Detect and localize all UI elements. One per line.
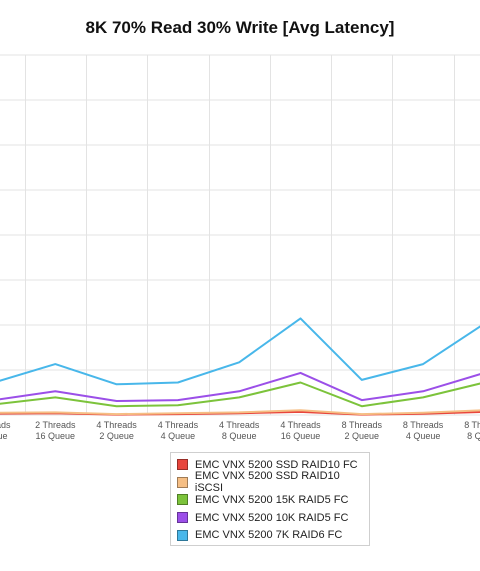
series-line	[0, 371, 480, 402]
legend-swatch	[177, 512, 188, 524]
x-tick-label-queue: 8 Queue	[222, 431, 257, 441]
x-tick-label-threads: 4 Threads	[158, 420, 199, 430]
x-tick-label-queue: 16 Queue	[36, 431, 76, 441]
x-tick-label-threads: Threads	[0, 420, 11, 430]
x-tick-label-threads: 2 Threads	[35, 420, 76, 430]
legend-swatch	[177, 494, 188, 506]
legend-label: EMC VNX 5200 SSD RAID10 FC	[195, 458, 358, 471]
chart-title: 8K 70% Read 30% Write [Avg Latency]	[85, 18, 395, 37]
legend: EMC VNX 5200 SSD RAID10 FC EMC VNX 5200 S…	[170, 452, 370, 546]
x-tick-label-queue: 4 Queue	[161, 431, 196, 441]
x-tick-label-queue: Queue	[0, 431, 8, 441]
x-tick-label-queue: 4 Queue	[406, 431, 441, 441]
x-tick-label-threads: 8 Threads	[342, 420, 383, 430]
x-tick-label-threads: 4 Threads	[280, 420, 321, 430]
legend-swatch	[177, 459, 188, 471]
series-lines	[0, 317, 480, 416]
x-tick-label-threads: 4 Threads	[219, 420, 260, 430]
legend-label: EMC VNX 5200 SSD RAID10 iSCSI	[194, 470, 340, 495]
legend-item[interactable]: EMC VNX 5200 SSD RAID10 iSCSI	[177, 470, 369, 494]
x-tick-label-queue: 2 Queue	[345, 431, 380, 441]
x-tick-label-threads: 8 Threads	[403, 420, 444, 430]
legend-swatch	[177, 529, 188, 541]
x-tick-label-queue: 2 Queue	[99, 431, 134, 441]
legend-item[interactable]: EMC VNX 5200 15K RAID5 FC	[177, 491, 369, 509]
series-line	[0, 317, 480, 386]
chart-grid	[0, 54, 480, 416]
x-tick-label-queue: 8 Queue	[467, 431, 480, 441]
legend-label: EMC VNX 5200 7K RAID6 FC	[195, 529, 343, 542]
legend-item[interactable]: EMC VNX 5200 7K RAID6 FC	[177, 526, 369, 544]
series-line	[0, 409, 480, 416]
series-line	[0, 381, 480, 408]
legend-item[interactable]: EMC VNX 5200 10K RAID5 FC	[177, 509, 369, 527]
legend-item[interactable]: EMC VNX 5200 SSD RAID10 FC	[177, 456, 369, 474]
x-tick-label-threads: 8 Threads	[464, 420, 480, 430]
legend-label: EMC VNX 5200 15K RAID5 FC	[195, 493, 349, 506]
x-tick-label-queue: 16 Queue	[281, 431, 321, 441]
legend-label: EMC VNX 5200 10K RAID5 FC	[195, 511, 349, 524]
x-tick-label-threads: 4 Threads	[96, 420, 137, 430]
legend-swatch	[177, 476, 188, 488]
